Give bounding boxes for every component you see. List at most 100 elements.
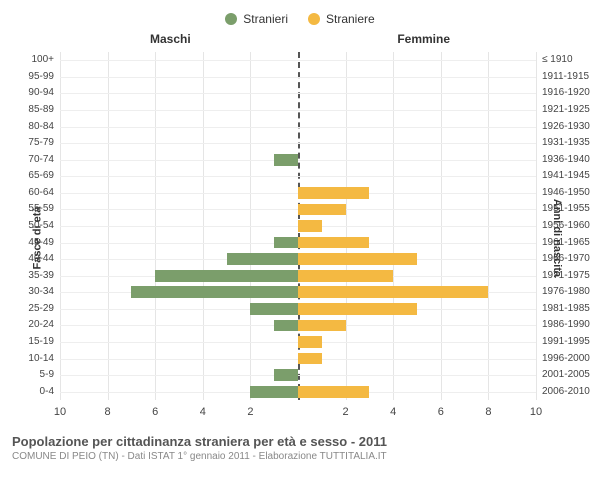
bar-female xyxy=(298,220,322,232)
y-label-age: 40-44 xyxy=(28,253,54,264)
x-tick: 10 xyxy=(54,406,66,418)
y-label-birthyear: 1936-1940 xyxy=(542,154,590,165)
pyramid-row xyxy=(60,151,536,168)
bar-female xyxy=(298,286,488,298)
row-guide xyxy=(60,93,536,94)
y-label-age: 60-64 xyxy=(28,187,54,198)
row-guide xyxy=(60,110,536,111)
y-label-birthyear: 1986-1990 xyxy=(542,319,590,330)
y-label-age: 85-89 xyxy=(28,104,54,115)
bar-female xyxy=(298,187,369,199)
bar-male xyxy=(274,237,298,249)
caption: Popolazione per cittadinanza straniera p… xyxy=(0,428,600,462)
y-label-age: 5-9 xyxy=(40,369,54,380)
x-tick: 2 xyxy=(247,406,253,418)
y-label-birthyear: 1931-1935 xyxy=(542,137,590,148)
row-guide xyxy=(60,160,536,161)
y-label-birthyear: 1951-1955 xyxy=(542,203,590,214)
x-tick: 4 xyxy=(390,406,396,418)
y-label-age: 95-99 xyxy=(28,71,54,82)
legend-item-female: Straniere xyxy=(308,12,375,26)
bar-male xyxy=(250,303,298,315)
bar-female xyxy=(298,320,346,332)
pyramid-row xyxy=(60,185,536,202)
pyramid-row xyxy=(60,350,536,367)
bar-male xyxy=(227,253,298,265)
y-label-age: 25-29 xyxy=(28,303,54,314)
bar-female xyxy=(298,204,346,216)
bar-female xyxy=(298,353,322,365)
pyramid-row xyxy=(60,168,536,185)
section-headers: Maschi Femmine xyxy=(0,32,600,48)
x-axis: 108642246810 xyxy=(60,402,536,428)
pyramid-row xyxy=(60,118,536,135)
pyramid-row xyxy=(60,383,536,400)
bar-female xyxy=(298,270,393,282)
pyramid-row xyxy=(60,218,536,235)
row-guide xyxy=(60,77,536,78)
bar-male xyxy=(155,270,298,282)
x-tick: 10 xyxy=(530,406,542,418)
legend: Stranieri Straniere xyxy=(0,8,600,32)
bar-male xyxy=(274,369,298,381)
y-label-age: 75-79 xyxy=(28,137,54,148)
bar-female xyxy=(298,237,369,249)
legend-label-female: Straniere xyxy=(326,12,375,26)
male-swatch xyxy=(225,13,237,25)
bar-male xyxy=(131,286,298,298)
y-label-age: 65-69 xyxy=(28,170,54,181)
y-label-age: 100+ xyxy=(31,54,54,65)
pyramid-row xyxy=(60,135,536,152)
x-tick: 4 xyxy=(200,406,206,418)
row-guide xyxy=(60,375,536,376)
y-label-age: 0-4 xyxy=(40,386,54,397)
y-label-age: 90-94 xyxy=(28,87,54,98)
bar-female xyxy=(298,253,417,265)
x-tick: 8 xyxy=(485,406,491,418)
x-tick: 6 xyxy=(438,406,444,418)
y-label-birthyear: 2006-2010 xyxy=(542,386,590,397)
y-label-birthyear: 1981-1985 xyxy=(542,303,590,314)
y-label-birthyear: 1941-1945 xyxy=(542,170,590,181)
bar-male xyxy=(250,386,298,398)
gridline xyxy=(536,52,537,400)
y-label-birthyear: 1916-1920 xyxy=(542,87,590,98)
row-guide xyxy=(60,143,536,144)
y-label-birthyear: 1971-1975 xyxy=(542,270,590,281)
caption-title: Popolazione per cittadinanza straniera p… xyxy=(12,434,590,449)
y-label-birthyear: ≤ 1910 xyxy=(542,54,573,65)
y-label-age: 70-74 xyxy=(28,154,54,165)
caption-subtitle: COMUNE DI PEIO (TN) - Dati ISTAT 1° genn… xyxy=(12,451,590,462)
legend-item-male: Stranieri xyxy=(225,12,288,26)
pyramid-row xyxy=(60,69,536,86)
y-label-age: 45-49 xyxy=(28,237,54,248)
pyramid-row xyxy=(60,284,536,301)
x-tick: 6 xyxy=(152,406,158,418)
y-label-birthyear: 1911-1915 xyxy=(542,71,589,82)
x-tick: 2 xyxy=(343,406,349,418)
pyramid-row xyxy=(60,251,536,268)
y-label-age: 80-84 xyxy=(28,121,54,132)
bar-male xyxy=(274,320,298,332)
female-swatch xyxy=(308,13,320,25)
y-label-age: 35-39 xyxy=(28,270,54,281)
pyramid-row xyxy=(60,301,536,318)
pyramid-row xyxy=(60,234,536,251)
y-axis-right: ≤ 19101911-19151916-19201921-19251926-19… xyxy=(538,52,600,400)
y-label-age: 10-14 xyxy=(28,353,54,364)
row-guide xyxy=(60,127,536,128)
pyramid-row xyxy=(60,317,536,334)
y-label-age: 15-19 xyxy=(28,336,54,347)
plot-area: Fasce di età Anni di nascita 100+95-9990… xyxy=(0,48,600,428)
bar-female xyxy=(298,336,322,348)
y-label-birthyear: 1996-2000 xyxy=(542,353,590,364)
row-guide xyxy=(60,176,536,177)
y-label-birthyear: 1926-1930 xyxy=(542,121,590,132)
y-label-age: 55-59 xyxy=(28,203,54,214)
pyramid-row xyxy=(60,201,536,218)
plot-inner xyxy=(60,52,536,400)
y-axis-left: 100+ 95-99 90-94 85-89 80-84 75-79 70-74 65-69 6… xyxy=(0,52,58,400)
y-label-birthyear: 1976-1980 xyxy=(542,286,590,297)
y-label-birthyear: 1946-1950 xyxy=(542,187,590,198)
y-label-birthyear: 1956-1960 xyxy=(542,220,590,231)
